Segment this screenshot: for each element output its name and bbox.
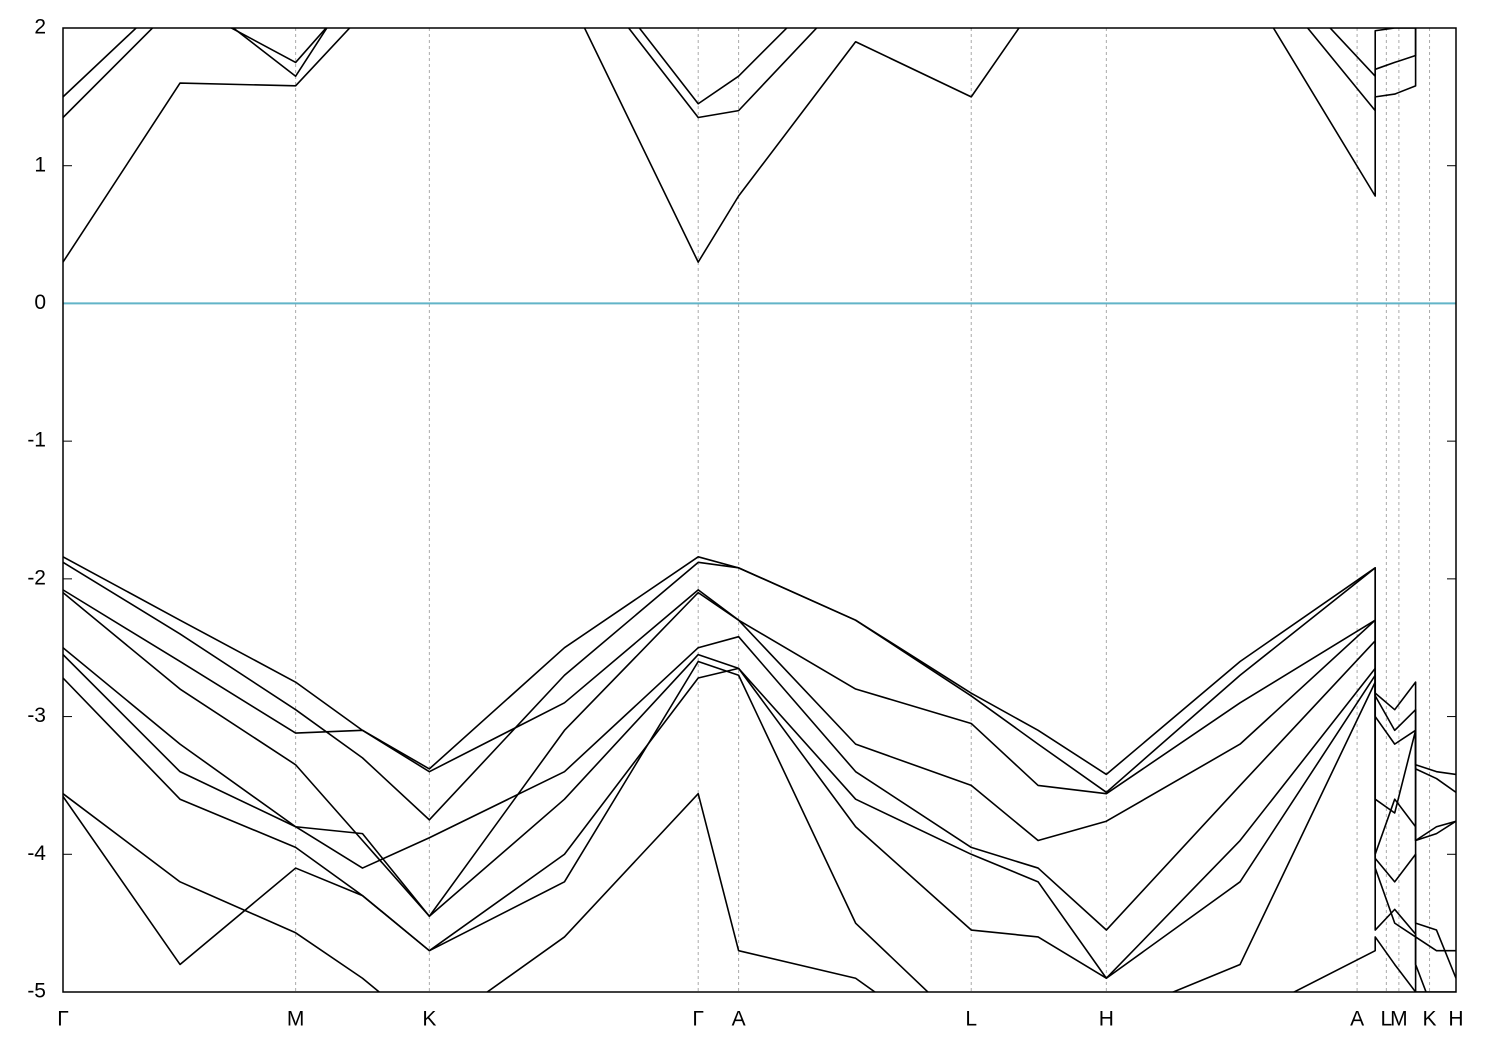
x-tick-label: M <box>1390 1008 1408 1031</box>
x-tick-label: A <box>732 1008 746 1031</box>
band-line <box>63 28 1417 263</box>
y-tick-label: -3 <box>27 704 46 727</box>
x-tick-label: K <box>1423 1008 1437 1031</box>
grid <box>62 27 1457 993</box>
x-tick-label: H <box>1448 1008 1463 1031</box>
x-tick-label: Γ <box>57 1008 69 1031</box>
band-line <box>63 667 1427 992</box>
y-tick-label: -1 <box>27 429 46 452</box>
band-line <box>63 561 1456 821</box>
x-tick-label: L <box>1381 1008 1393 1031</box>
x-tick-label: H <box>1099 1008 1114 1031</box>
band-line <box>63 653 1456 980</box>
x-tick-label: K <box>422 1008 436 1031</box>
band-line <box>63 589 1456 842</box>
x-tick-label: Γ <box>692 1008 704 1031</box>
plot-frame <box>62 27 1457 993</box>
x-tick-label: L <box>965 1008 977 1031</box>
band-line <box>63 635 1456 979</box>
y-tick-label: 0 <box>34 291 46 314</box>
band-line <box>63 792 1417 992</box>
y-tick-label: -2 <box>27 566 46 589</box>
y-tick-label: -4 <box>27 842 46 865</box>
band-line <box>63 660 1456 992</box>
y-tick-label: 1 <box>34 153 46 176</box>
bands <box>63 28 1456 992</box>
band-line <box>63 556 1456 776</box>
y-tick-label: 2 <box>34 16 46 39</box>
y-tick-label: -5 <box>27 980 46 1003</box>
band-line <box>63 28 1417 119</box>
x-tick-label: A <box>1350 1008 1364 1031</box>
x-tick-label: M <box>287 1008 305 1031</box>
band-line <box>63 591 1456 918</box>
